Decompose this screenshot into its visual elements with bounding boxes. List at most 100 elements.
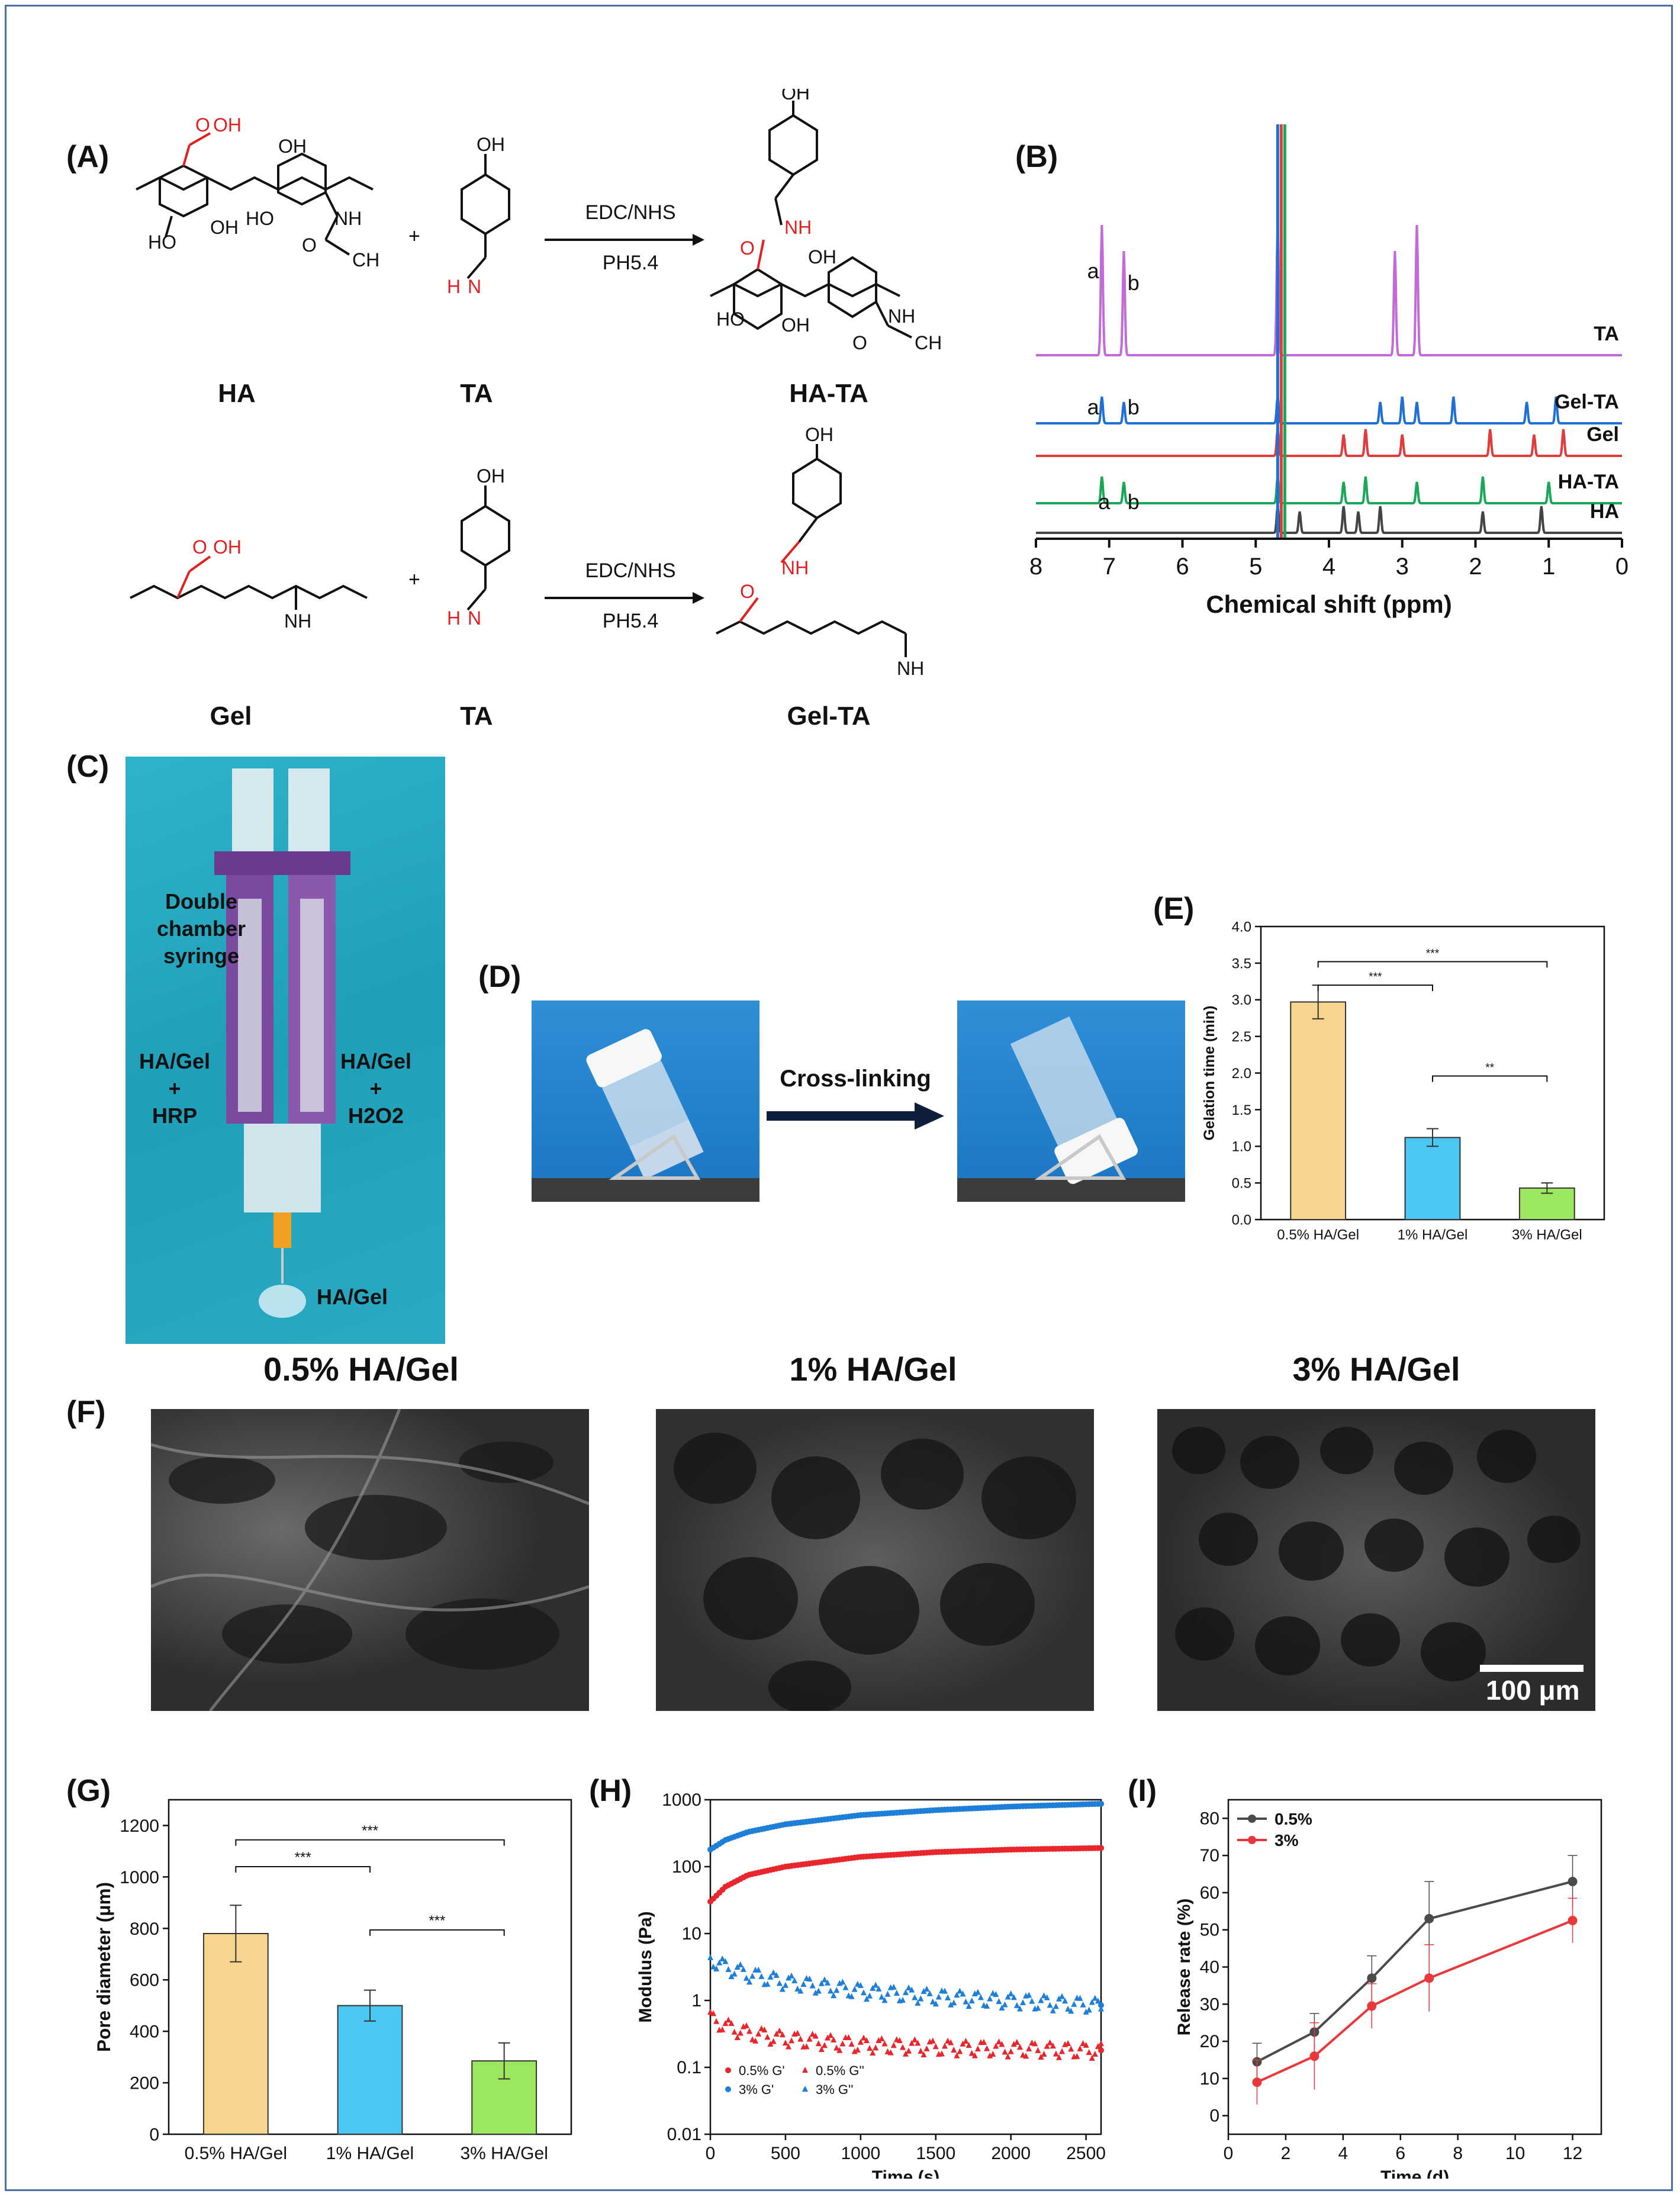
data-point [870, 2050, 876, 2056]
nmr-series-label: HA-TA [1558, 471, 1619, 493]
data-point [921, 1988, 927, 1995]
data-point [999, 2004, 1005, 2011]
data-point [851, 1986, 858, 1992]
crosslinking-arrow [767, 1102, 944, 1130]
data-point [873, 1982, 879, 1988]
data-point [737, 2029, 744, 2036]
data-point [809, 2031, 816, 2037]
data-point [713, 1965, 720, 1971]
data-point [716, 1959, 723, 1966]
data-point [909, 2040, 915, 2046]
data-point [854, 2046, 861, 2053]
y-axis-label: Release rate (%) [1174, 1899, 1194, 2036]
y-tick-label: 0.01 [667, 2125, 701, 2144]
x-category-label: 3% HA/Gel [460, 2144, 548, 2163]
data-point [803, 2043, 810, 2050]
data-point [746, 2028, 752, 2034]
data-point [770, 1969, 777, 1976]
data-point [945, 2037, 951, 2044]
data-point [761, 2026, 768, 2033]
data-point [1008, 2048, 1014, 2054]
syringe-photo [125, 757, 445, 1344]
data-point [957, 1987, 963, 1994]
sem-image-0.5 [151, 1409, 589, 1711]
svg-text:NH: NH [784, 217, 812, 238]
data-point [1010, 2041, 1017, 2047]
series-3 [707, 1954, 1104, 2015]
x-tick-label: 2500 [1066, 2144, 1106, 2163]
x-tick-label: 10 [1505, 2144, 1525, 2163]
data-point [839, 2040, 846, 2047]
nmr-spectrum-ha-ta [1036, 476, 1622, 504]
panel-label-c: (C) [66, 750, 110, 784]
nmr-peak-annotation: a [1087, 259, 1100, 283]
svg-text:O: O [740, 237, 755, 259]
panel-label-d: (D) [478, 960, 522, 994]
data-point [996, 2038, 1002, 2045]
data-point [806, 1976, 813, 1982]
data-point [960, 2040, 966, 2047]
data-point [1005, 1993, 1011, 2000]
legend-marker [802, 2086, 808, 2092]
data-point [948, 2039, 954, 2045]
svg-text:OH: OH [477, 134, 505, 155]
sem-image-3: 100 μm [1157, 1409, 1595, 1711]
data-point [1095, 2042, 1101, 2049]
y-tick-label: 50 [1200, 1921, 1219, 1940]
panel-label-h: (H) [589, 1774, 632, 1808]
data-point [779, 1986, 786, 1992]
svg-text:NH: NH [888, 305, 915, 327]
chem-label-gel-ta: Gel-TA [787, 702, 871, 731]
significance-bracket [235, 1866, 371, 1873]
data-point [831, 2036, 837, 2042]
x-category-label: 1% HA/Gel [1398, 1227, 1468, 1243]
condition-label-2: PH5.4 [602, 610, 659, 632]
bar [337, 2005, 403, 2135]
nmr-x-tick-label: 5 [1249, 554, 1262, 580]
bar [1290, 1001, 1347, 1220]
data-point [1013, 2039, 1020, 2045]
data-point [1089, 2054, 1095, 2061]
data-point [1055, 1995, 1062, 2002]
data-point [1050, 2042, 1056, 2049]
data-point [1309, 2051, 1319, 2061]
nmr-peak-annotation: a [1087, 395, 1100, 419]
svg-text:CH: CH [352, 249, 379, 271]
x-category-label: 0.5% HA/Gel [185, 2144, 287, 2163]
data-point [1038, 1997, 1044, 2003]
nmr-peak-annotation: b [1128, 490, 1140, 514]
significance-bracket [1317, 985, 1433, 991]
legend-label: 3% G'' [816, 2082, 853, 2097]
nmr-spectrum-gel [1036, 429, 1622, 457]
data-point [984, 2002, 990, 2009]
data-point [1080, 2040, 1086, 2047]
data-point [1055, 2054, 1062, 2060]
x-tick-label: 12 [1563, 2144, 1582, 2163]
y-tick-label: 70 [1200, 1846, 1219, 1865]
data-point [755, 2030, 762, 2037]
data-point [921, 2051, 927, 2058]
data-point [818, 1980, 825, 1986]
y-tick-label: 10 [682, 1924, 701, 1944]
sem-title-3: 3% HA/Gel [1292, 1350, 1460, 1388]
data-point [987, 2052, 993, 2058]
data-point [1077, 1995, 1083, 2001]
data-point [809, 1982, 816, 1989]
data-point [791, 1977, 798, 1983]
svg-text:NH: NH [781, 557, 809, 578]
data-point [1568, 1877, 1578, 1887]
series-1 [707, 2008, 1104, 2061]
svg-text:OH: OH [210, 217, 239, 238]
y-tick-label: 60 [1200, 1883, 1219, 1903]
panel-label-f: (F) [66, 1395, 106, 1429]
nmr-peak-annotation: b [1128, 395, 1140, 419]
data-point [1047, 2002, 1053, 2008]
data-point [1068, 2008, 1074, 2014]
data-point [873, 2044, 879, 2051]
y-tick-label: 3.0 [1232, 992, 1251, 1008]
nmr-x-tick-label: 4 [1322, 554, 1335, 580]
bar [202, 1933, 269, 2135]
y-tick-label: 2.5 [1232, 1029, 1251, 1045]
data-point [876, 2037, 882, 2044]
data-point [923, 2045, 930, 2051]
